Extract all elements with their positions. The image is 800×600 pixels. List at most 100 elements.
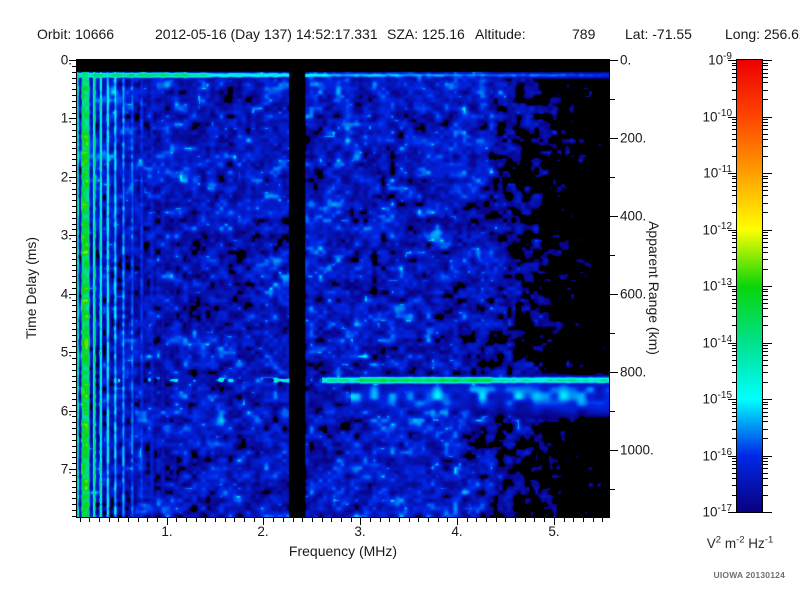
- y-minor-tick: [72, 142, 77, 143]
- range-major-tick: [610, 138, 618, 139]
- units-base-m: m: [721, 536, 737, 551]
- colorbar-minor-tick: [763, 308, 768, 309]
- colorbar-minor-tick: [763, 190, 768, 191]
- y-minor-tick: [72, 241, 77, 242]
- x-minor-tick: [505, 518, 506, 522]
- x-major-tick: [263, 518, 264, 525]
- y-minor-tick: [72, 446, 77, 447]
- colorbar-minor-tick: [763, 65, 768, 66]
- orbit-value: 10666: [75, 26, 115, 42]
- colorbar-minor-tick: [732, 232, 737, 233]
- colorbar-minor-tick: [732, 355, 737, 356]
- x-major-tick: [457, 518, 458, 525]
- colorbar-major-tick: [763, 230, 772, 231]
- x-minor-tick: [351, 518, 352, 522]
- range-major-tick: [610, 60, 618, 61]
- units-base-hz: Hz: [744, 536, 765, 551]
- colorbar-minor-tick: [732, 458, 737, 459]
- y-major-tick: [69, 469, 77, 470]
- x-minor-tick: [515, 518, 516, 522]
- colorbar-minor-tick: [763, 365, 768, 366]
- y-major-tick: [69, 177, 77, 178]
- y-major-tick: [69, 411, 77, 412]
- x-minor-tick: [602, 518, 603, 522]
- colorbar-minor-tick: [763, 299, 768, 300]
- colorbar-minor-tick: [763, 355, 768, 356]
- colorbar-minor-tick: [763, 372, 768, 373]
- x-minor-tick: [447, 518, 448, 522]
- colorbar-minor-tick: [732, 212, 737, 213]
- x-minor-tick: [215, 518, 216, 522]
- colorbar-minor-tick: [763, 69, 768, 70]
- y-minor-tick: [72, 341, 77, 342]
- y-tick-label: 5.: [60, 344, 72, 360]
- colorbar-minor-tick: [732, 402, 737, 403]
- x-minor-tick: [438, 518, 439, 522]
- range-minor-tick: [610, 255, 615, 256]
- colorbar-minor-tick: [763, 63, 768, 64]
- x-minor-tick: [89, 518, 90, 522]
- x-minor-tick: [147, 518, 148, 522]
- y-minor-tick: [72, 83, 77, 84]
- colorbar-minor-tick: [732, 139, 737, 140]
- colorbar-minor-tick: [732, 485, 737, 486]
- y-minor-tick: [72, 189, 77, 190]
- colorbar-major-tick: [763, 343, 772, 344]
- x-minor-tick: [544, 518, 545, 522]
- x-minor-tick: [80, 518, 81, 522]
- y-major-tick: [69, 235, 77, 236]
- y-minor-tick: [72, 276, 77, 277]
- colorbar-minor-tick: [732, 416, 737, 417]
- y-major-tick: [69, 60, 77, 61]
- header-lat: Lat: -71.55: [625, 26, 692, 42]
- x-minor-tick: [409, 518, 410, 522]
- colorbar-minor-tick: [732, 129, 737, 130]
- colorbar-minor-tick: [763, 421, 768, 422]
- x-minor-tick: [428, 518, 429, 522]
- colorbar-major-tick: [763, 399, 772, 400]
- y-minor-tick: [72, 504, 77, 505]
- colorbar-minor-tick: [763, 402, 768, 403]
- datetime-value: 2012-05-16 (Day 137) 14:52:17.331: [155, 26, 378, 42]
- y-minor-tick: [72, 452, 77, 453]
- range-minor-tick: [610, 411, 615, 412]
- colorbar-tick-label: 10-12: [702, 221, 732, 238]
- colorbar-minor-tick: [763, 156, 768, 157]
- colorbar-minor-tick: [732, 429, 737, 430]
- y-minor-tick: [72, 95, 77, 96]
- colorbar-minor-tick: [732, 295, 737, 296]
- x-minor-tick: [205, 518, 206, 522]
- x-minor-tick: [225, 518, 226, 522]
- colorbar-minor-tick: [732, 63, 737, 64]
- colorbar-minor-tick: [732, 186, 737, 187]
- x-minor-tick: [573, 518, 574, 522]
- header-datetime: 2012-05-16 (Day 137) 14:52:17.331: [155, 26, 378, 42]
- y-tick-label: 7.: [60, 461, 72, 477]
- colorbar-minor-tick: [732, 348, 737, 349]
- y-minor-tick: [72, 317, 77, 318]
- x-minor-tick: [322, 518, 323, 522]
- y-minor-tick: [72, 399, 77, 400]
- y-minor-tick: [72, 113, 77, 114]
- colorbar-minor-tick: [732, 291, 737, 292]
- colorbar-minor-tick: [763, 316, 768, 317]
- y-minor-tick: [72, 224, 77, 225]
- y-minor-tick: [72, 405, 77, 406]
- y-minor-tick: [72, 346, 77, 347]
- header-altitude-label: Altitude:: [475, 26, 526, 42]
- colorbar-minor-tick: [763, 345, 768, 346]
- colorbar-minor-tick: [763, 252, 768, 253]
- y-minor-tick: [72, 78, 77, 79]
- y-tick-label: 4.: [60, 286, 72, 302]
- y-minor-tick: [72, 124, 77, 125]
- colorbar-minor-tick: [763, 269, 768, 270]
- colorbar-gradient: [737, 60, 762, 512]
- colorbar-tick-label: 10-11: [703, 164, 732, 181]
- colorbar-minor-tick: [732, 316, 737, 317]
- colorbar-minor-tick: [732, 125, 737, 126]
- x-major-tick: [554, 518, 555, 525]
- colorbar-minor-tick: [732, 345, 737, 346]
- range-minor-tick: [610, 99, 615, 100]
- x-minor-tick: [486, 518, 487, 522]
- x-minor-tick: [293, 518, 294, 522]
